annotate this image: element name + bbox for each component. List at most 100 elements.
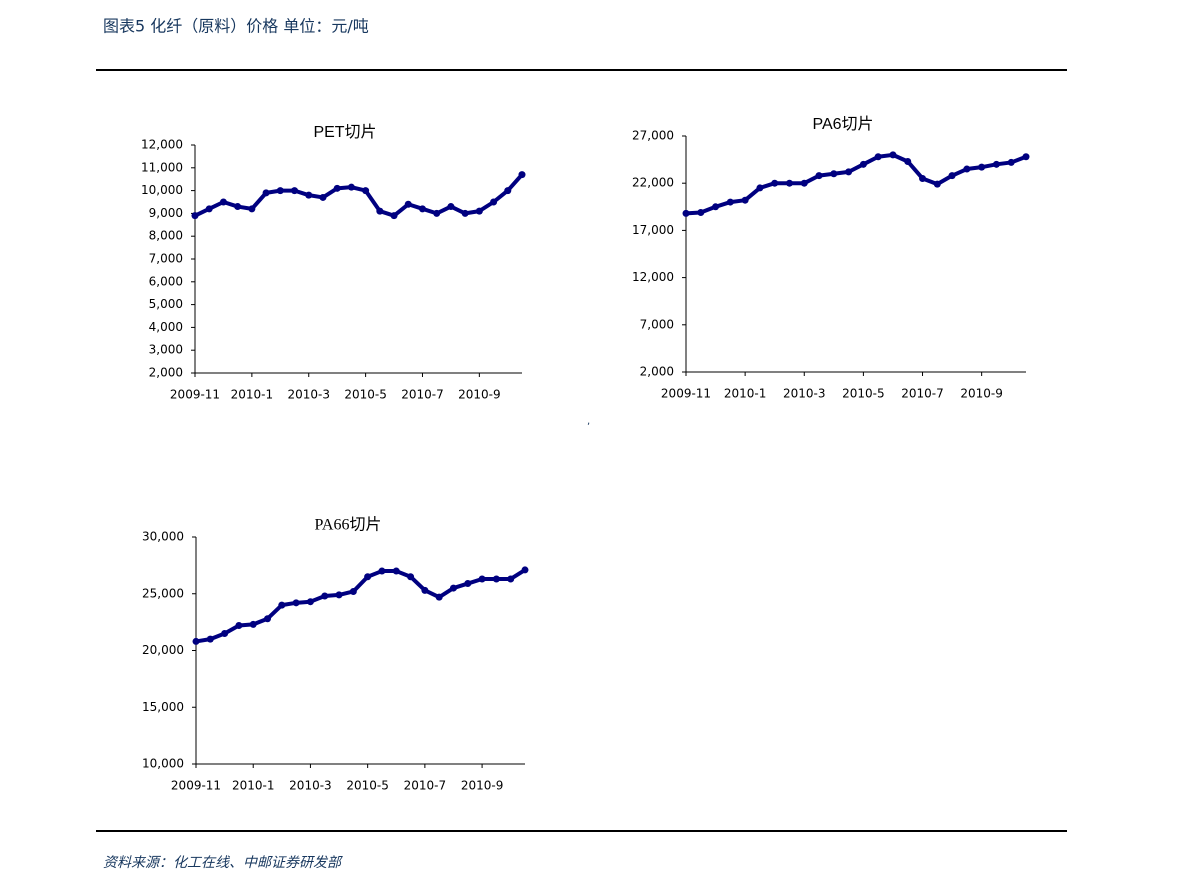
data-point: [219, 198, 227, 206]
data-point: [407, 573, 415, 581]
x-tick-label: 2010-9: [461, 779, 504, 793]
x-tick-label: 2010-1: [232, 779, 275, 793]
data-point: [276, 187, 284, 195]
y-tick-label: 8,000: [149, 229, 183, 243]
chart-title: PA6切片: [812, 115, 873, 133]
chart-title: PA66切片: [315, 516, 382, 534]
data-point: [492, 575, 500, 583]
data-point: [933, 180, 941, 188]
data-point: [904, 157, 912, 165]
data-point: [712, 203, 720, 211]
data-point: [205, 205, 213, 213]
data-point: [948, 172, 956, 180]
data-point: [518, 171, 526, 179]
y-tick-label: 6,000: [149, 274, 183, 288]
y-tick-label: 10,000: [141, 183, 183, 197]
data-point: [235, 622, 243, 630]
y-tick-label: 7,000: [149, 252, 183, 266]
x-tick-label: 2010-9: [458, 388, 501, 402]
chart-title: PET切片: [313, 123, 376, 141]
data-point: [919, 174, 927, 182]
y-tick-label: 9,000: [149, 206, 183, 220]
series-line: [194, 173, 524, 218]
data-point: [262, 189, 270, 197]
x-tick-label: 2010-7: [404, 779, 447, 793]
data-point: [771, 179, 779, 187]
data-point: [478, 575, 486, 583]
series-line: [685, 152, 1027, 216]
x-tick-label: 2010-3: [783, 387, 826, 401]
x-tick-label: 2010-7: [901, 387, 944, 401]
data-point: [305, 191, 313, 199]
source: 资料来源：化工在线、中邮证券研发部: [103, 855, 343, 871]
y-tick-label: 25,000: [142, 586, 184, 600]
data-point: [264, 615, 272, 623]
data-point: [992, 160, 1000, 168]
data-point: [963, 165, 971, 173]
data-point: [362, 187, 370, 195]
x-tick-label: 2010-5: [842, 387, 885, 401]
data-point: [726, 198, 734, 206]
y-tick-label: 12,000: [141, 138, 183, 152]
data-point: [682, 209, 690, 217]
data-point: [192, 637, 200, 645]
data-point: [1007, 158, 1015, 166]
data-point: [249, 620, 257, 628]
data-point: [785, 179, 793, 187]
data-point: [347, 183, 355, 191]
data-point: [435, 593, 443, 601]
data-point: [504, 187, 512, 195]
y-tick-label: 3,000: [149, 343, 183, 357]
y-tick-label: 30,000: [142, 530, 184, 544]
data-point: [830, 170, 838, 178]
y-tick-label: 15,000: [142, 700, 184, 714]
data-point: [447, 203, 455, 211]
y-tick-label: 12,000: [632, 270, 674, 284]
data-point: [874, 153, 882, 161]
series-line: [195, 568, 527, 644]
data-point: [390, 212, 398, 220]
data-point: [248, 205, 256, 213]
data-point: [756, 184, 764, 192]
data-point: [234, 203, 242, 211]
x-tick-label: 2009-11: [171, 779, 221, 793]
data-point: [800, 179, 808, 187]
data-point: [1022, 153, 1030, 161]
data-point: [449, 584, 457, 592]
data-point: [507, 575, 515, 583]
data-point: [321, 592, 329, 600]
y-tick-label: 7,000: [640, 317, 674, 331]
y-tick-label: 20,000: [142, 643, 184, 657]
data-point: [697, 208, 705, 216]
x-tick-label: 2010-1: [231, 388, 274, 402]
y-tick-label: 17,000: [632, 223, 674, 237]
x-tick-label: 2010-5: [346, 779, 389, 793]
data-point: [291, 187, 299, 195]
data-point: [221, 629, 229, 637]
data-point: [364, 573, 372, 581]
data-point: [433, 209, 441, 217]
data-point: [378, 567, 386, 575]
data-point: [978, 163, 986, 171]
y-tick-label: 2,000: [149, 366, 183, 380]
data-point: [461, 209, 469, 217]
y-tick-label: 4,000: [149, 320, 183, 334]
data-point: [392, 567, 400, 575]
data-point: [376, 207, 384, 215]
data-point: [815, 172, 823, 180]
data-point: [191, 212, 199, 220]
x-tick-label: 2010-9: [960, 387, 1003, 401]
data-point: [521, 566, 529, 574]
x-tick-label: 2010-3: [287, 388, 330, 402]
data-point: [404, 200, 412, 208]
data-point: [206, 635, 214, 643]
y-tick-label: 5,000: [149, 297, 183, 311]
data-point: [292, 599, 300, 607]
x-tick-label: 2010-3: [289, 779, 332, 793]
data-point: [464, 580, 472, 588]
data-point: [319, 193, 327, 201]
y-tick-label: 27,000: [632, 129, 674, 143]
data-point: [859, 160, 867, 168]
x-tick-label: 2009-11: [170, 388, 220, 402]
